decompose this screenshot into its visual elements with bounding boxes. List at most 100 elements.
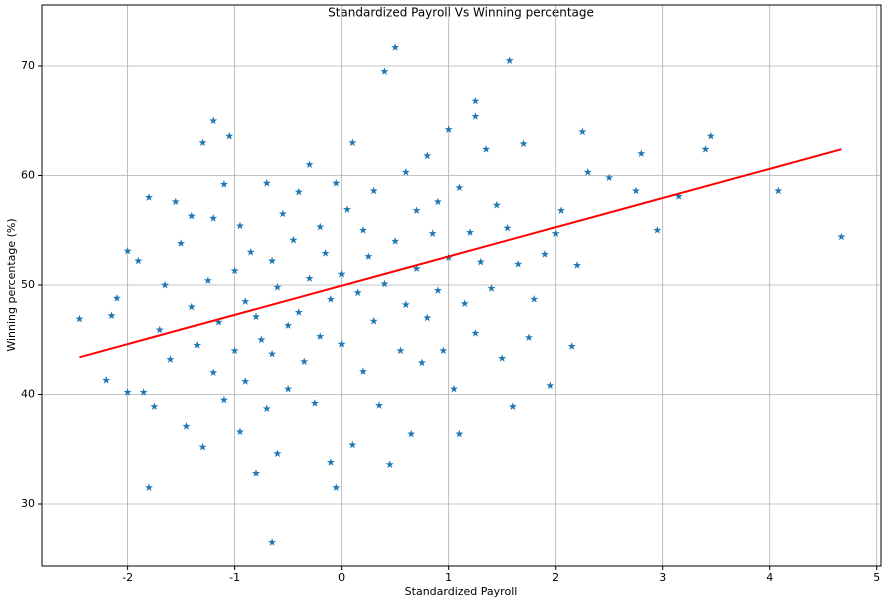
point	[284, 321, 293, 329]
x-tick-label: 4	[766, 571, 773, 584]
point	[557, 206, 566, 214]
point	[401, 300, 410, 309]
point	[75, 314, 84, 323]
point	[155, 325, 164, 334]
point	[145, 483, 154, 491]
point	[514, 260, 523, 268]
point	[391, 237, 400, 245]
point	[193, 341, 202, 349]
point	[369, 316, 378, 325]
point	[401, 168, 410, 176]
point	[123, 388, 132, 396]
y-tick-label: 50	[21, 278, 35, 291]
point	[471, 96, 480, 105]
point	[348, 138, 357, 147]
point	[161, 280, 170, 289]
point	[653, 226, 662, 234]
fit-line	[79, 148, 842, 359]
point	[123, 246, 132, 255]
point	[289, 235, 298, 244]
y-tick-label: 40	[21, 388, 35, 401]
point	[530, 295, 539, 303]
point	[540, 250, 549, 258]
point	[134, 256, 143, 265]
point	[476, 257, 485, 266]
point	[674, 192, 683, 200]
point	[316, 222, 325, 231]
point	[209, 116, 218, 125]
point	[332, 483, 341, 491]
point	[466, 228, 475, 236]
point	[241, 377, 250, 385]
point	[198, 138, 207, 147]
point	[375, 401, 384, 409]
point	[214, 318, 223, 326]
y-tick-label: 70	[21, 59, 35, 72]
point	[428, 229, 437, 237]
point	[273, 283, 282, 291]
point	[380, 279, 389, 288]
x-tick-label: -1	[229, 571, 240, 584]
point	[268, 349, 277, 358]
point	[503, 223, 512, 232]
point	[369, 186, 378, 195]
point	[546, 381, 555, 390]
point	[359, 367, 368, 375]
point	[300, 357, 309, 366]
point	[241, 297, 250, 305]
point	[519, 139, 528, 148]
point	[278, 209, 287, 218]
point	[252, 312, 261, 321]
point	[439, 346, 448, 355]
chart-title: Standardized Payroll Vs Winning percenta…	[328, 6, 594, 20]
point	[433, 197, 442, 206]
point	[257, 335, 266, 344]
point	[305, 160, 314, 168]
point	[343, 205, 351, 213]
point	[417, 358, 426, 367]
point	[412, 206, 421, 214]
point	[353, 288, 362, 297]
point	[273, 449, 282, 458]
point	[262, 178, 271, 187]
point	[326, 295, 335, 303]
point	[391, 43, 400, 51]
point	[284, 384, 293, 393]
point	[294, 308, 303, 316]
point	[455, 429, 464, 438]
point	[701, 145, 710, 153]
point	[460, 299, 469, 308]
point	[444, 125, 453, 133]
point	[225, 131, 234, 140]
point	[209, 368, 218, 377]
point	[837, 232, 846, 241]
point	[252, 469, 261, 477]
point	[187, 211, 196, 220]
point	[471, 328, 480, 337]
x-axis-label: Standardized Payroll	[405, 585, 518, 598]
x-tick-label: 1	[445, 571, 452, 584]
point	[337, 339, 346, 348]
point	[583, 168, 592, 176]
point	[450, 384, 458, 393]
point	[316, 332, 325, 340]
point	[605, 173, 614, 182]
point	[310, 399, 319, 407]
point	[567, 342, 576, 350]
point	[219, 180, 228, 188]
point	[219, 395, 228, 404]
point	[573, 261, 582, 269]
point	[631, 186, 640, 195]
point	[471, 112, 480, 120]
point	[364, 252, 373, 260]
point	[246, 247, 255, 256]
point	[396, 346, 405, 355]
x-tick-label: 3	[659, 571, 666, 584]
point	[112, 293, 121, 302]
point	[578, 127, 587, 136]
point	[332, 178, 341, 187]
point	[412, 264, 421, 272]
point	[380, 67, 389, 75]
point	[774, 186, 783, 195]
